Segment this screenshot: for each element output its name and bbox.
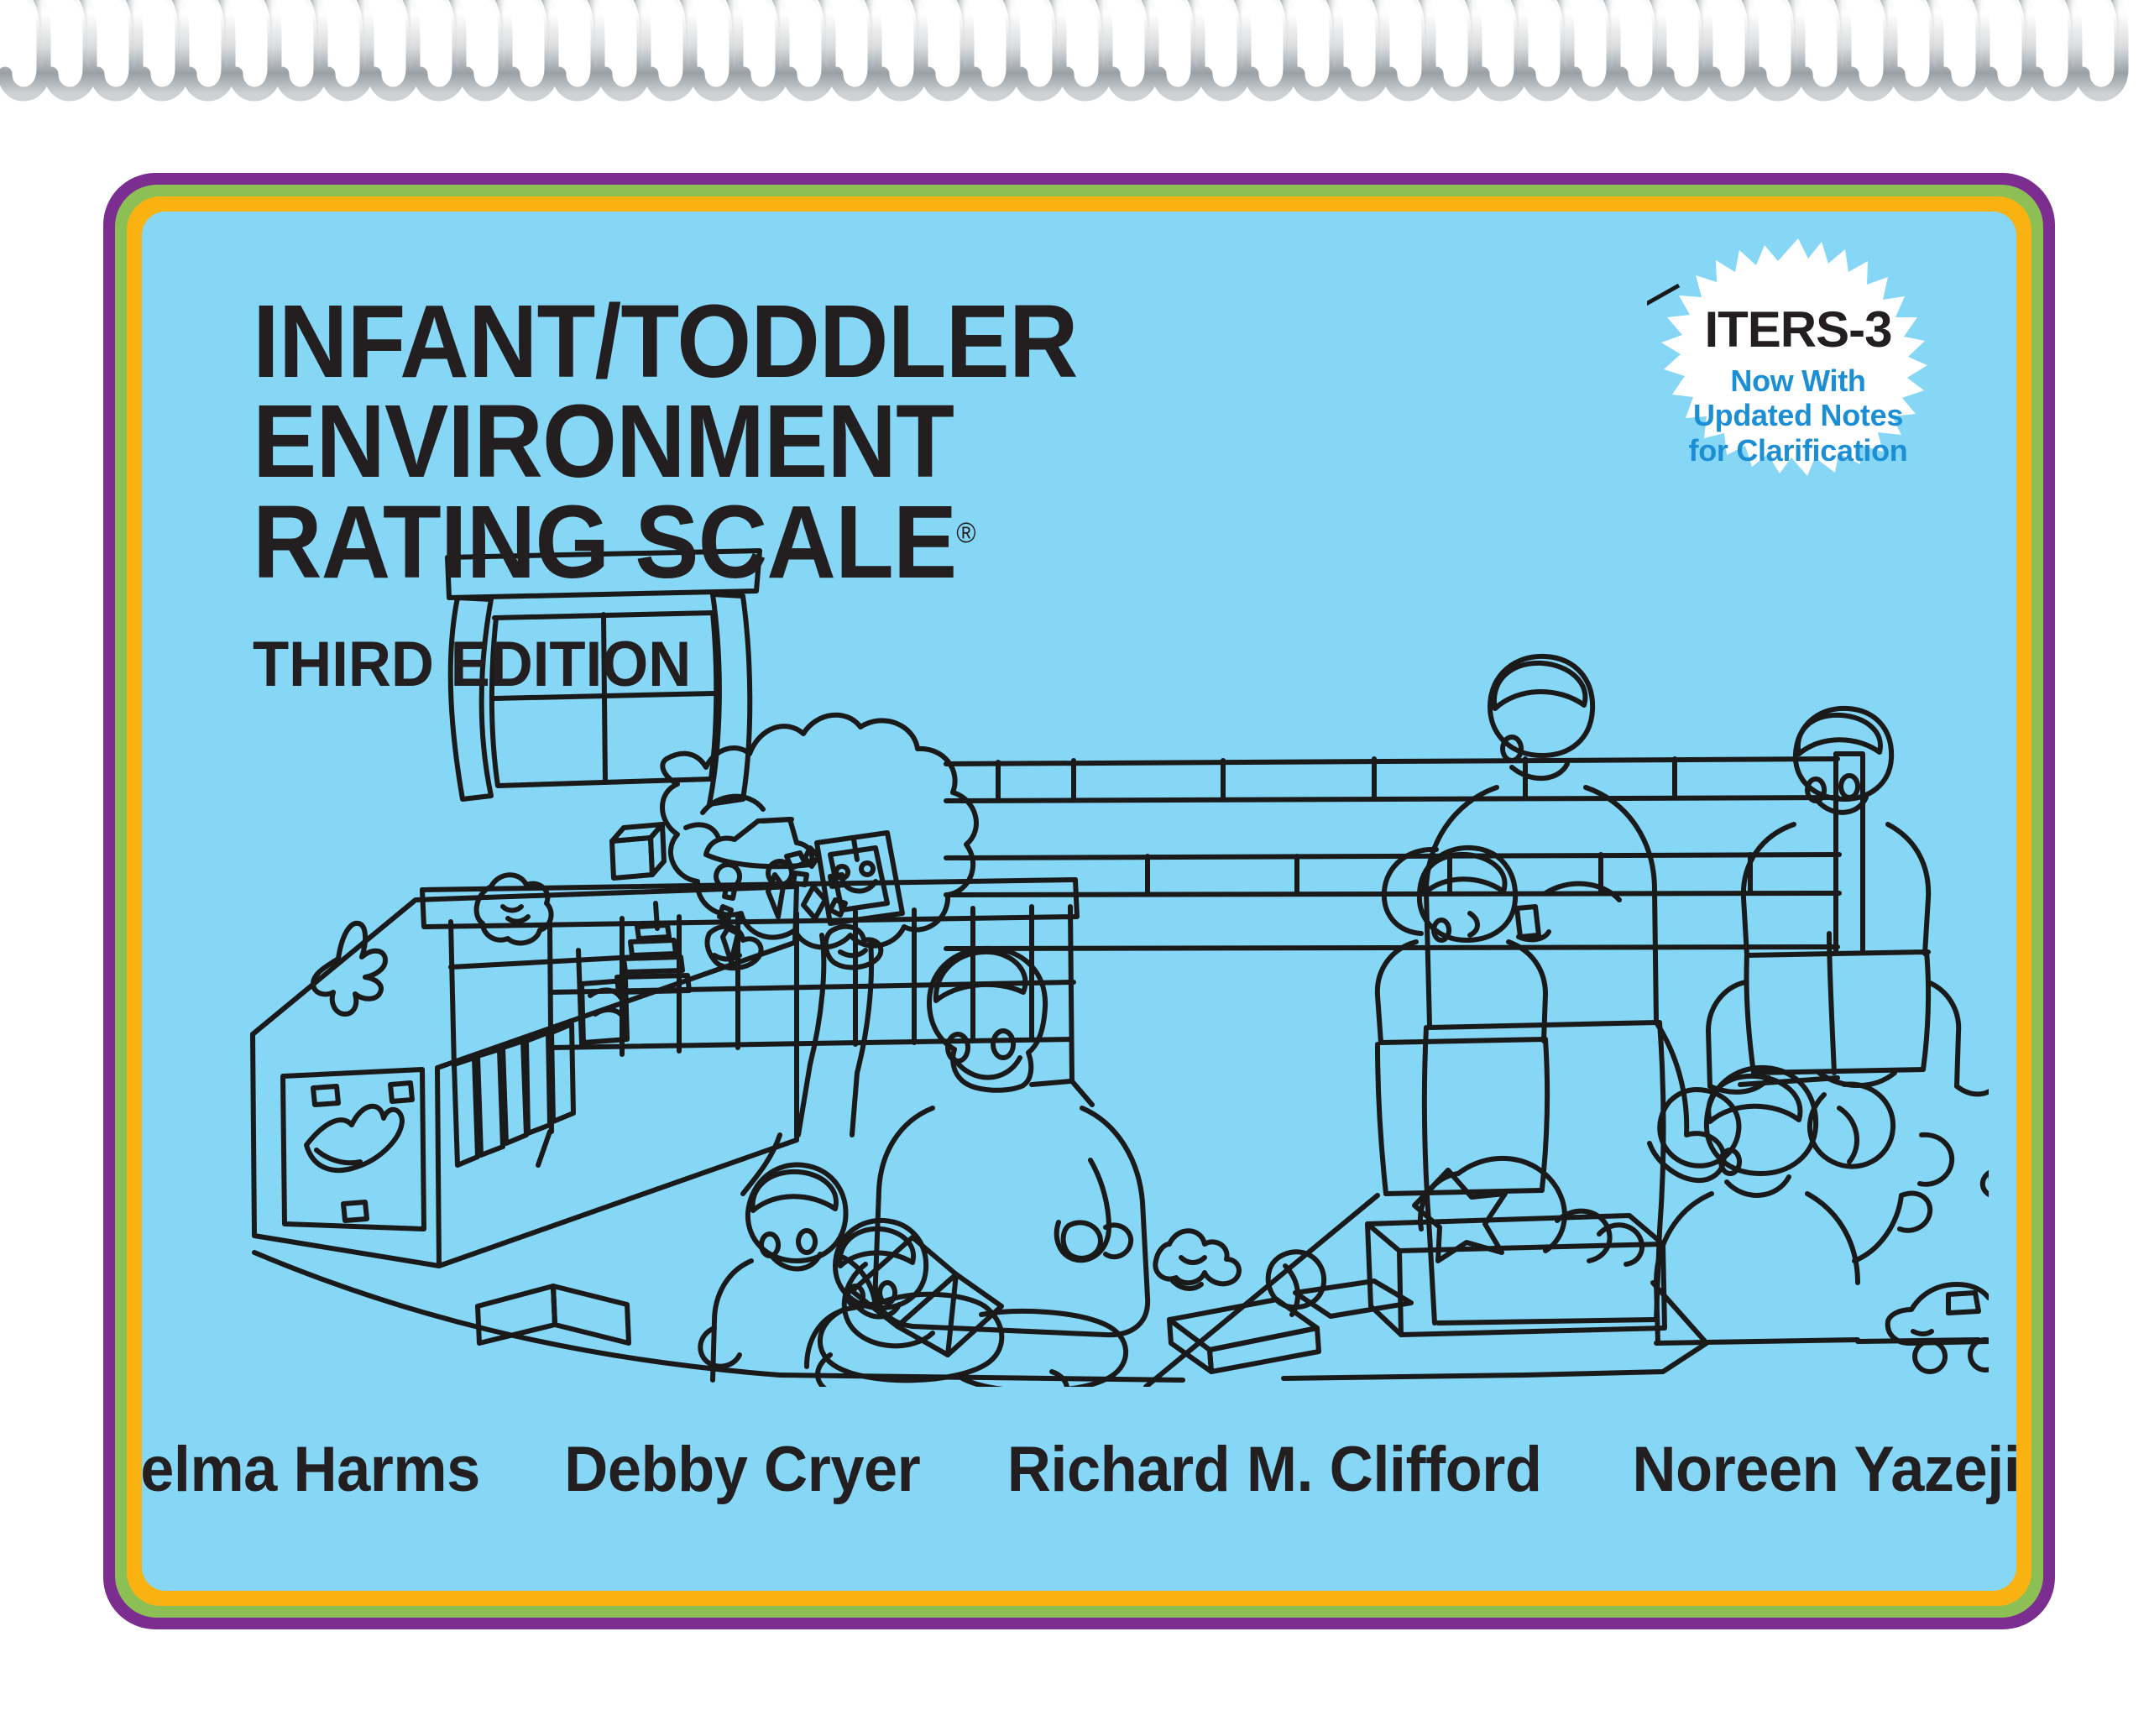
toy-shelf-illustration — [250, 872, 799, 1268]
title-line-2: ENVIRONMENT — [253, 384, 954, 500]
authors-row: Thelma Harms Debby Cryer Richard M. Clif… — [142, 1433, 2016, 1506]
title-block: INFANT/TODDLER ENVIRONMENT RATING SCALE®… — [253, 285, 1310, 700]
edition-label: THIRD EDITION — [253, 628, 692, 700]
child-on-tricycle — [1657, 705, 1989, 1187]
cover-illustration — [243, 547, 1989, 1387]
toy-shelf-small — [448, 901, 692, 1070]
fence-illustration — [944, 751, 1865, 954]
starburst-badge — [1546, 235, 1949, 537]
title-line-3: RATING SCALE — [253, 484, 957, 600]
author-name: Richard M. Clifford — [1007, 1434, 1542, 1505]
title-line-1: INFANT/TODDLER — [253, 285, 1079, 400]
cover-border-green: INFANT/TODDLER ENVIRONMENT RATING SCALE®… — [115, 185, 2043, 1618]
bucket-and-shovel — [1980, 1169, 1989, 1198]
registered-trademark-icon: ® — [956, 516, 976, 549]
child-at-toy-bin — [1654, 1064, 1933, 1346]
author-name: Thelma Harms — [142, 1434, 481, 1505]
spiral-binding — [0, 0, 2149, 126]
book-cover: INFANT/TODDLER ENVIRONMENT RATING SCALE®… — [103, 173, 2055, 1629]
cover-border-orange: INFANT/TODDLER ENVIRONMENT RATING SCALE®… — [127, 196, 2031, 1606]
adult-reading-group — [698, 945, 1151, 1387]
toy-bin — [1365, 1155, 1667, 1337]
cover-face: INFANT/TODDLER ENVIRONMENT RATING SCALE®… — [142, 212, 2016, 1591]
open-book-floor-left — [475, 1284, 631, 1346]
spiral-coil-loops — [5, 0, 2121, 94]
toys-on-rail — [609, 817, 815, 891]
starburst-shape — [1661, 238, 1927, 476]
window-illustration — [445, 548, 762, 807]
author-name: Noreen Yazejian — [1632, 1434, 2016, 1505]
author-name: Debby Cryer — [564, 1434, 921, 1505]
framed-picture — [814, 830, 905, 926]
books-floor-center — [1167, 1278, 1414, 1374]
title-line-3-wrap: RATING SCALE® — [253, 484, 1237, 600]
ground-lines — [252, 1193, 1981, 1387]
